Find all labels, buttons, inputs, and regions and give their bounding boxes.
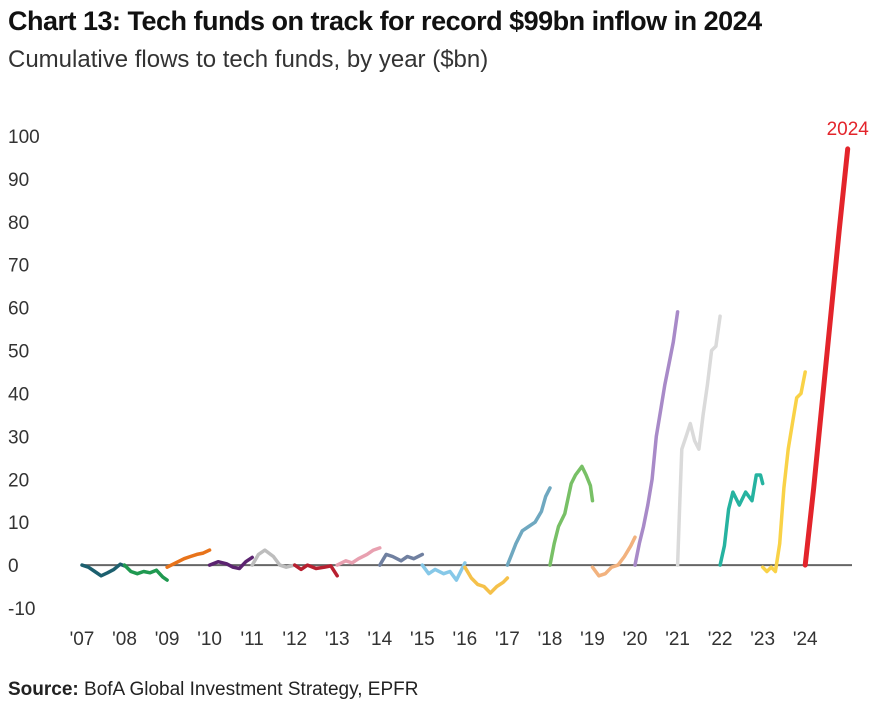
x-tick-label: '16 [452,629,477,650]
series-line-2020 [633,310,680,567]
source-label: Source: [8,679,79,700]
callout-2024-label: 2024 [827,119,870,140]
series-line-2023 [760,370,807,574]
series-line-2015 [420,561,467,582]
y-tick-label: 10 [8,513,29,534]
y-tick-label: 0 [8,556,19,577]
series-line-2011 [250,548,297,569]
source-note: Source: BofA Global Investment Strategy,… [8,679,418,701]
x-tick-label: '11 [240,629,263,650]
series-line-2009 [165,548,212,569]
x-tick-label: '15 [410,629,435,650]
series-line-2021 [675,314,722,567]
x-tick-label: '20 [623,629,648,650]
x-tick-label: '12 [282,629,307,650]
x-tick-label: '21 [665,629,690,650]
x-tick-label: '23 [750,629,775,650]
series-line-2012 [292,563,339,578]
x-axis-ticks: '07 '08 '09 '10 '11 '12 '13 '14 '15 '16 '17 '18 '19 '… [70,629,818,650]
x-tick-label: '17 [495,629,520,650]
series-line-2014 [378,552,425,567]
x-tick-label: '18 [538,629,563,650]
series-line-2017 [505,486,552,567]
y-tick-label: 20 [8,470,29,491]
series-lines [80,146,851,595]
x-tick-label: '09 [155,629,180,650]
y-tick-label: 80 [8,213,29,234]
y-tick-label: -10 [8,599,35,620]
x-tick-label: '24 [793,629,818,650]
x-tick-label: '13 [325,629,350,650]
y-tick-label: 30 [8,427,29,448]
series-line-2018 [548,464,595,567]
chart-title: Chart 13: Tech funds on track for record… [8,6,762,36]
x-tick-label: '07 [70,629,95,650]
series-line-2019 [590,535,637,578]
series-line-2013 [335,546,382,567]
series-line-2007 [80,562,127,578]
y-tick-label: 60 [8,299,29,320]
y-tick-label: 40 [8,384,29,405]
series-line-2008 [122,563,169,582]
series-line-2024 [802,146,851,568]
source-text: BofA Global Investment Strategy, EPFR [84,679,419,700]
x-tick-label: '14 [367,629,392,650]
series-line-2016 [463,565,510,595]
x-tick-label: '10 [197,629,222,650]
y-tick-label: 90 [8,170,29,191]
x-tick-label: '19 [580,629,605,650]
y-tick-label: 50 [8,342,29,363]
x-tick-label: '08 [112,629,137,650]
y-tick-label: 70 [8,256,29,277]
x-tick-label: '22 [708,629,733,650]
series-line-2010 [207,555,254,571]
y-tick-label: 100 [8,127,40,148]
chart-subtitle: Cumulative flows to tech funds, by year … [8,46,489,73]
series-line-2022 [718,473,765,567]
